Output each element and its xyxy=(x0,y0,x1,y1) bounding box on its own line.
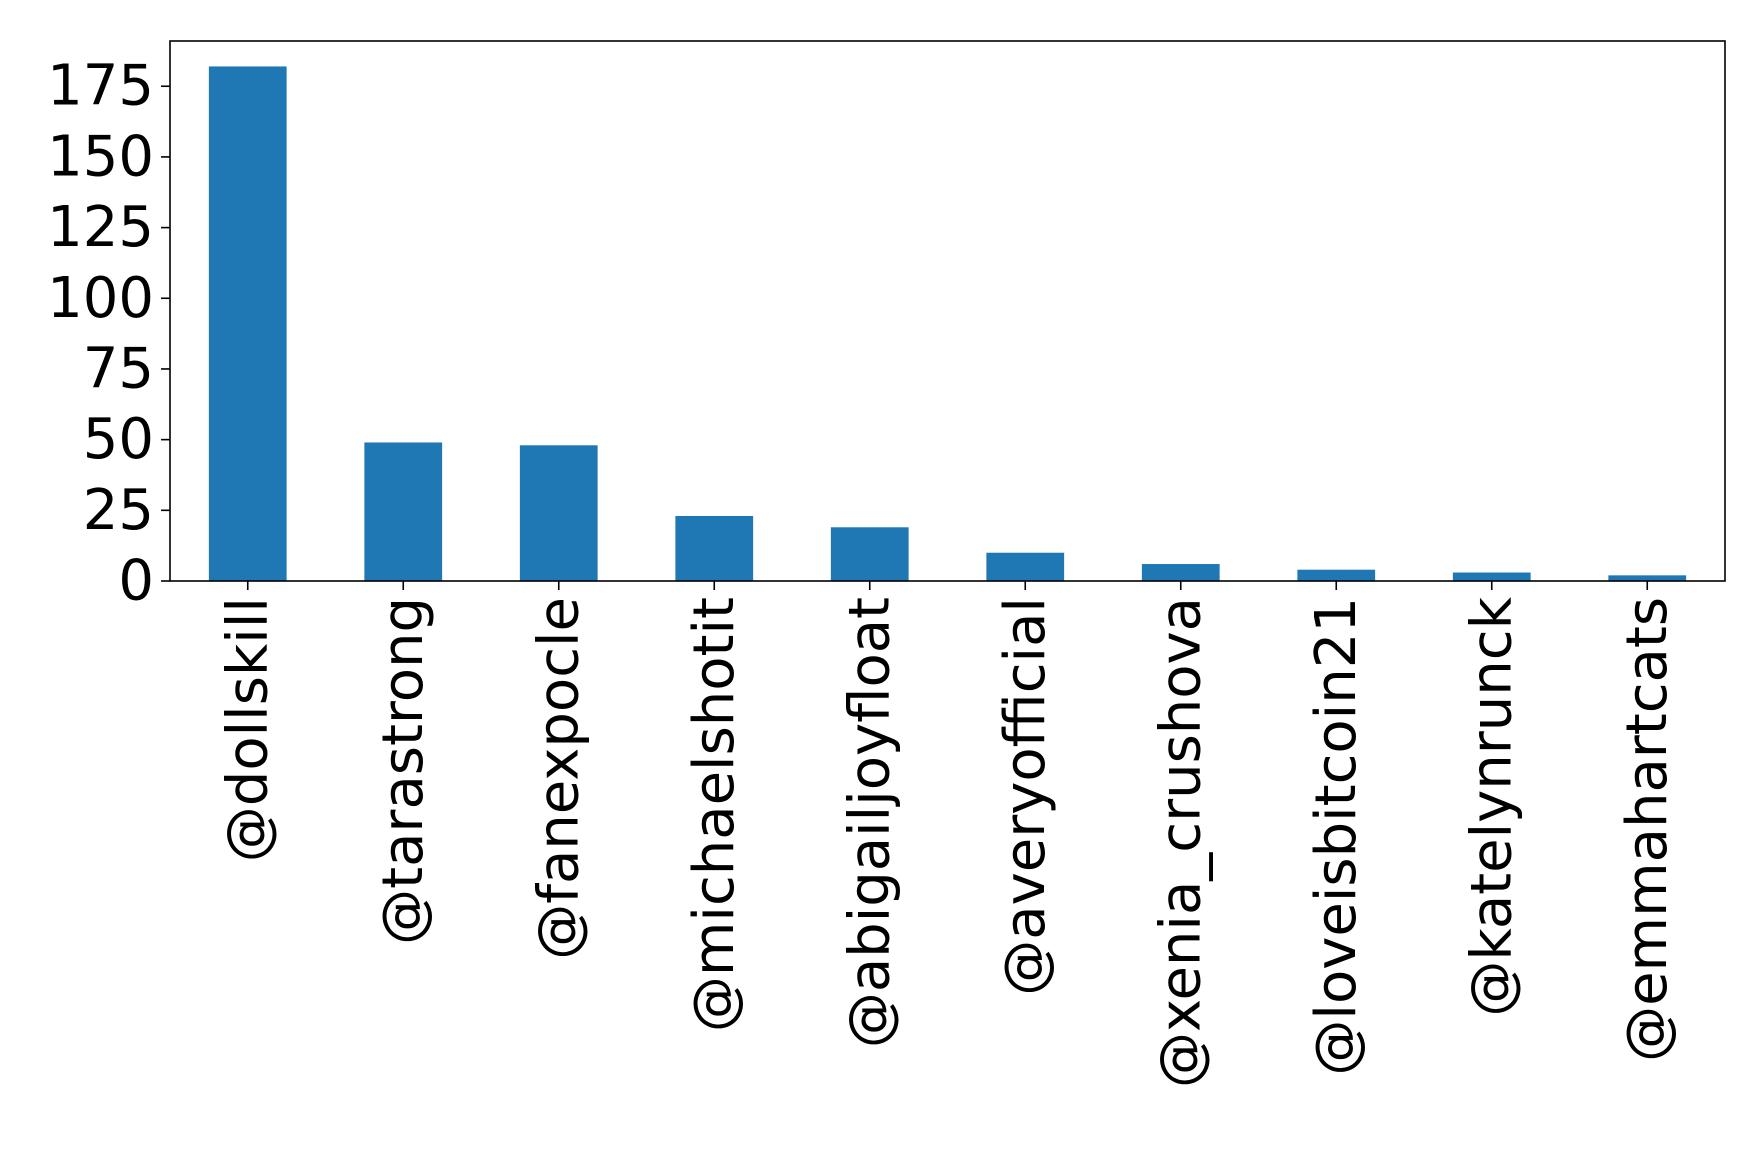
y-tick-label: 50 xyxy=(83,407,154,472)
x-tick-label: @katelynrunck xyxy=(1459,596,1524,1016)
y-tick-label: 175 xyxy=(47,54,154,119)
x-tick-label: @michaelshotit xyxy=(682,597,747,1032)
bar-tarastrong xyxy=(364,442,443,581)
bar-averyofficial xyxy=(986,552,1065,581)
bars-layer xyxy=(208,66,1687,582)
bar-loveisbitcoin21 xyxy=(1297,569,1376,581)
bar-dollskill xyxy=(208,66,287,582)
y-tick-label: 125 xyxy=(47,195,154,260)
x-tick-label: @averyofficial xyxy=(993,597,1058,996)
bar-katelynrunck xyxy=(1452,572,1531,581)
x-tick-label: @xenia_crushova xyxy=(1148,597,1213,1088)
y-tick-label: 150 xyxy=(47,124,154,189)
plot-frame xyxy=(169,40,1726,582)
x-tick-label: @fanexpocle xyxy=(526,597,591,960)
x-tick-label: @emmahartcats xyxy=(1615,597,1680,1062)
y-tick-label: 75 xyxy=(83,336,154,401)
x-axis: @dollskill @tarastrong @fanexpocle @michael… xyxy=(215,581,1680,1088)
x-tick-label: @abigailjoyfloat xyxy=(837,597,902,1048)
bar-xenia_crushova xyxy=(1141,564,1220,581)
x-tick-label: @tarastrong xyxy=(371,597,436,945)
bar-fanexpocle xyxy=(519,445,598,581)
bar-michaelshotit xyxy=(675,515,754,581)
bar-abigailjoyfloat xyxy=(830,527,909,581)
x-tick-label: @loveisbitcoin21 xyxy=(1304,597,1369,1076)
bar-emmahartcats xyxy=(1608,575,1687,581)
x-tick-label: @dollskill xyxy=(215,597,280,862)
y-tick-label: 25 xyxy=(83,478,154,543)
y-tick-label: 0 xyxy=(118,549,154,614)
y-tick-label: 100 xyxy=(47,266,154,331)
